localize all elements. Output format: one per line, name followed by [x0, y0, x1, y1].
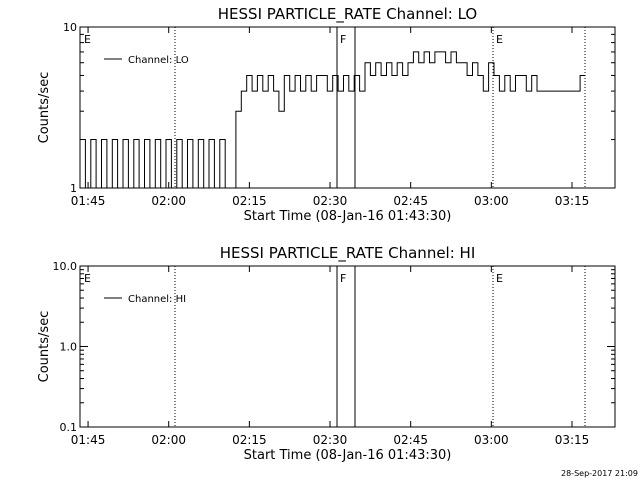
x-tick-label: 03:00: [474, 194, 509, 208]
y-tick-label: 1.0: [60, 341, 78, 354]
annotation-label: F: [340, 272, 346, 285]
y-axis-label: Counts/sec: [37, 311, 52, 383]
x-tick-label: 01:45: [71, 194, 106, 208]
x-axis-label: Start Time (08-Jan-16 01:43:30): [244, 209, 452, 224]
legend-label: Channel: LO: [128, 55, 189, 66]
x-tick-label: 02:45: [393, 433, 428, 447]
y-tick-label: 10.0: [53, 260, 78, 273]
x-tick-label: 02:00: [151, 194, 186, 208]
footer-timestamp: 28-Sep-2017 21:09: [561, 469, 638, 478]
y-tick-label: 10: [63, 21, 77, 34]
x-tick-label: 02:30: [313, 433, 348, 447]
panel-hi-channel: HESSI PARTICLE_RATE Channel: HI 01:45 02:0…: [37, 244, 616, 463]
x-tick-label: 02:15: [232, 433, 267, 447]
x-tick-label: 01:45: [71, 433, 106, 447]
plot-frame: [79, 26, 616, 189]
chart-title: HESSI PARTICLE_RATE Channel: HI: [220, 244, 476, 263]
annotation-label: E: [496, 272, 503, 285]
chart-title: HESSI PARTICLE_RATE Channel: LO: [218, 5, 477, 24]
plot-frame: [79, 265, 616, 428]
x-tick-label: 02:00: [151, 433, 186, 447]
annotation-label: F: [340, 33, 346, 46]
legend-label: Channel: HI: [128, 294, 186, 305]
x-tick-label: 02:15: [232, 194, 267, 208]
series-line: [80, 51, 586, 189]
panel-lo-channel: HESSI PARTICLE_RATE Channel: LO 01:45 02:0…: [37, 5, 616, 224]
x-tick-label: 03:15: [555, 433, 590, 447]
x-tick-label: 03:00: [474, 433, 509, 447]
y-tick-label: 0.1: [60, 421, 78, 434]
annotation-label: E: [84, 33, 91, 46]
y-tick-label: 1: [70, 182, 77, 195]
x-tick-label: 02:45: [393, 194, 428, 208]
annotation-label: E: [84, 272, 91, 285]
annotation-label: E: [496, 33, 503, 46]
y-axis-label: Counts/sec: [37, 72, 52, 144]
x-tick-label: 03:15: [555, 194, 590, 208]
x-axis-label: Start Time (08-Jan-16 01:43:30): [244, 448, 452, 463]
x-tick-label: 02:30: [313, 194, 348, 208]
